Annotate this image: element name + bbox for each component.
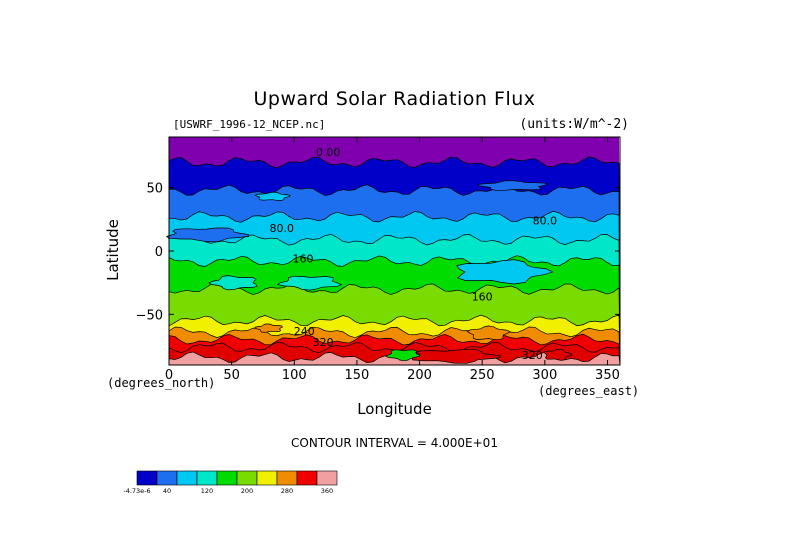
x-tick-label: 250 (470, 368, 495, 383)
contour-label: 320 (522, 349, 543, 362)
colorbar-swatch (176, 470, 198, 486)
colorbar: -4.73e-6 40 120 200 280 360 (123, 470, 338, 495)
colorbar-swatch (136, 470, 158, 486)
colorbar-swatch (276, 470, 298, 486)
contour-label: 240 (294, 325, 315, 338)
x-axis-title-text: Longitude (357, 400, 432, 418)
colorbar-swatch (156, 470, 178, 486)
contour-label: 320 (313, 336, 334, 349)
axes: 0 50 100 150 200 250 300 350 50 0 −50 (136, 136, 621, 383)
colorbar-label: 40 (163, 487, 171, 495)
x-axis-title: Longitude (0, 400, 789, 418)
x-tick-label: 300 (532, 368, 557, 383)
chart-title: Upward Solar Radiation Flux (253, 88, 536, 110)
contour-patch (165, 227, 250, 243)
source-file-label: [USWRF_1996-12_NCEP.nc] (173, 118, 326, 131)
x-tick-label: 0 (165, 368, 173, 383)
colorbar-swatch (256, 470, 278, 486)
y-tick-label: 50 (146, 182, 163, 197)
colorbar-swatch (216, 470, 238, 486)
units-label: (units:W/m^-2) (519, 117, 629, 132)
contour-patch (456, 259, 554, 285)
x-tick-label: 350 (595, 368, 620, 383)
x-axis-unit: (degrees_east) (538, 384, 640, 398)
contour-label: 80.0 (270, 222, 295, 235)
y-tick-label: 0 (155, 245, 163, 260)
colorbar-label: -4.73e-6 (123, 487, 150, 495)
colorbar-swatch (296, 470, 318, 486)
colorbar-label: 120 (201, 487, 213, 495)
x-tick-label: 150 (345, 368, 370, 383)
y-tick-label: −50 (136, 308, 163, 323)
colorbar-label: 200 (241, 487, 253, 495)
contour-label: 160 (472, 291, 493, 304)
colorbar-swatch (236, 470, 258, 486)
contour-patch (466, 325, 511, 341)
colorbar-swatch (316, 470, 338, 486)
contour-label: 0.00 (316, 146, 341, 159)
contour-patch (254, 191, 291, 201)
contour-patch (477, 180, 549, 191)
contour-patch (276, 275, 343, 291)
contour-patch (208, 275, 258, 291)
contour-label: 80.0 (533, 215, 558, 228)
contour-patch (254, 323, 283, 333)
contour-patch (544, 348, 573, 361)
x-tick-label: 50 (223, 368, 240, 383)
contour-patch (412, 348, 502, 364)
contour-label: 160 (293, 253, 314, 266)
colorbar-swatch (196, 470, 218, 486)
x-tick-label: 100 (282, 368, 307, 383)
y-axis-unit: (degrees_north) (107, 376, 216, 390)
contour-interval-label: CONTOUR INTERVAL = 4.000E+01 (291, 436, 498, 450)
colorbar-label: 360 (321, 487, 333, 495)
colorbar-label: 280 (281, 487, 293, 495)
x-tick-label: 200 (407, 368, 432, 383)
